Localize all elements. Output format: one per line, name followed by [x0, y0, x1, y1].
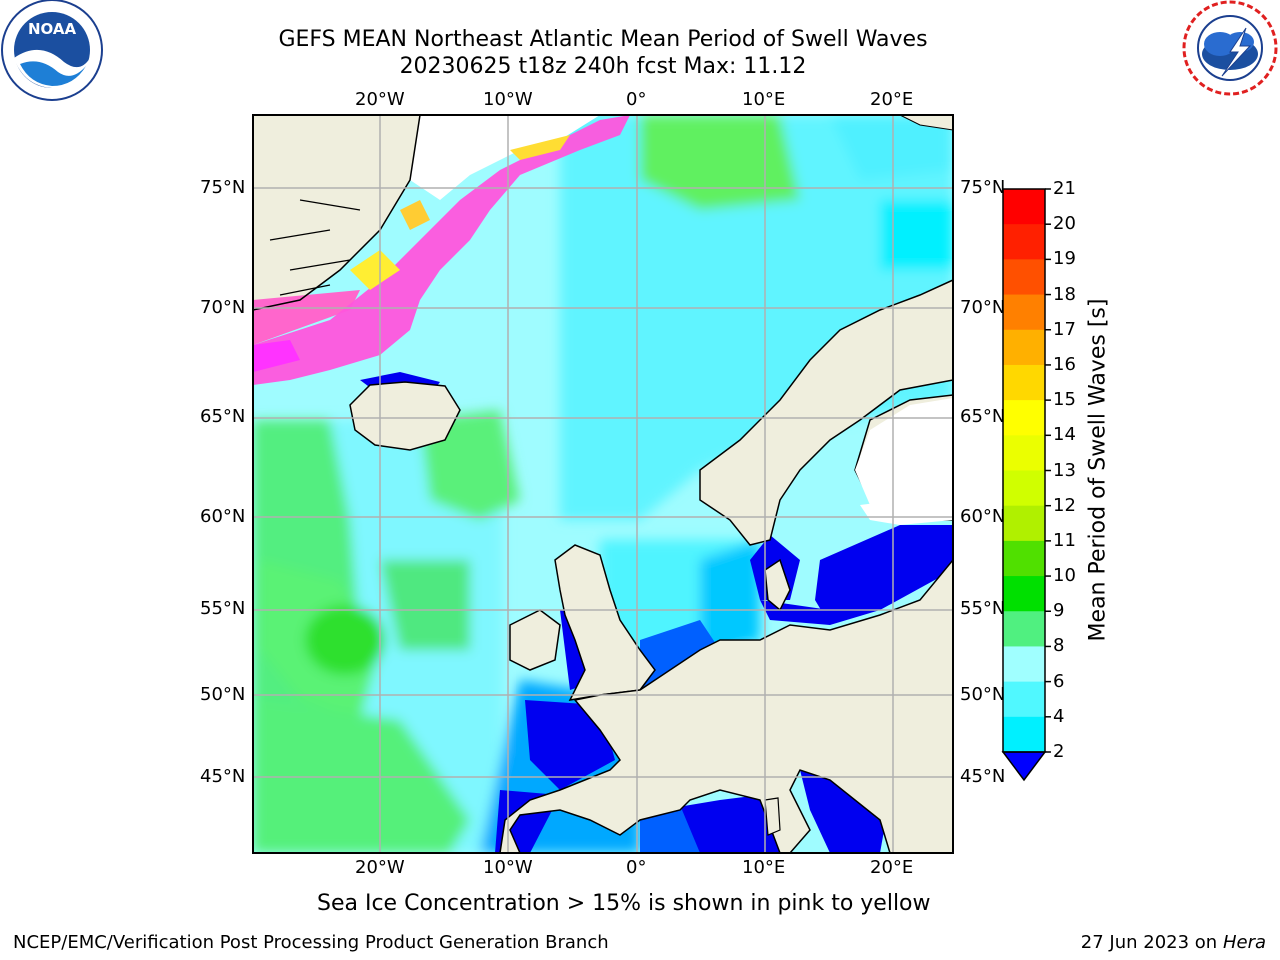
lat-tick-left: 50°N [200, 684, 246, 705]
footer-date: 27 Jun 2023 on Hera [1081, 932, 1266, 953]
colorbar-segment [1003, 435, 1045, 471]
lon-tick-bottom: 10°E [742, 857, 786, 878]
lon-tick-bottom: 10°W [483, 857, 533, 878]
colorbar-tick-label: 20 [1053, 213, 1076, 235]
lat-tick-left: 70°N [200, 297, 246, 318]
footer-machine: Hera [1222, 932, 1266, 953]
colorbar-tick-label: 12 [1053, 494, 1076, 516]
lat-tick-left: 45°N [200, 766, 246, 787]
colorbar-segment [1003, 646, 1045, 683]
colorbar-tick-label: 10 [1053, 565, 1076, 587]
noaa-logo-text: NOAA [28, 20, 77, 38]
colorbar-segment [1003, 576, 1045, 612]
colorbar [1003, 189, 1045, 753]
colorbar-segment [1003, 716, 1045, 753]
map-subtitle: 20230625 t18z 240h fcst Max: 11.12 [399, 54, 807, 79]
colorbar-tick-label: 4 [1053, 705, 1065, 727]
colorbar-tick-label: 2 [1053, 741, 1065, 762]
colorbar-segment [1003, 611, 1045, 647]
colorbar-tick-label: 17 [1053, 318, 1076, 340]
noaa-logo-icon: NOAA [1, 0, 103, 101]
lat-tick-right: 45°N [960, 766, 1006, 787]
lat-tick-left: 60°N [200, 506, 246, 527]
colorbar-tick-label: 13 [1053, 459, 1076, 481]
colorbar-segment [1003, 294, 1045, 331]
colorbar-tick-label: 21 [1053, 178, 1076, 199]
colorbar-segment [1003, 329, 1045, 366]
lat-tick-right: 50°N [960, 684, 1006, 705]
lat-tick-right: 70°N [960, 297, 1006, 318]
lon-tick-top: 20°E [870, 89, 914, 110]
lon-tick-top: 10°W [483, 89, 533, 110]
colorbar-tick-label: 15 [1053, 389, 1076, 411]
colorbar-tick-label: 18 [1053, 283, 1076, 305]
colorbar-tick-label: 14 [1053, 424, 1076, 446]
map-grid [253, 115, 953, 853]
colorbar-tick-label: 9 [1053, 600, 1065, 622]
lat-tick-left: 65°N [200, 406, 246, 427]
lat-tick-right: 55°N [960, 598, 1006, 619]
colorbar-tick-label: 11 [1053, 529, 1076, 551]
lat-tick-left: 75°N [200, 177, 246, 198]
colorbar-tick-label: 6 [1053, 670, 1065, 692]
colorbar-tick-label: 19 [1053, 248, 1076, 270]
colorbar-segment [1003, 189, 1045, 225]
lon-tick-bottom: 20°E [870, 857, 914, 878]
colorbar-title: Mean Period of Swell Waves [s] [1085, 298, 1111, 642]
colorbar-segment [1003, 400, 1045, 436]
lon-tick-top: 20°W [355, 89, 405, 110]
lat-tick-left: 55°N [200, 598, 246, 619]
colorbar-segment [1003, 224, 1045, 260]
colorbar-extend-arrow [1001, 751, 1047, 782]
colorbar-segment [1003, 364, 1045, 401]
colorbar-segment [1003, 505, 1045, 542]
nws-logo-icon [1182, 0, 1278, 96]
colorbar-tick-label: 8 [1053, 635, 1065, 657]
colorbar-segment [1003, 681, 1045, 718]
lon-tick-bottom: 0° [626, 857, 647, 878]
footer-credit: NCEP/EMC/Verification Post Processing Pr… [13, 932, 609, 953]
colorbar-segment [1003, 259, 1045, 296]
lat-tick-right: 65°N [960, 406, 1006, 427]
colorbar-segment [1003, 540, 1045, 577]
map-title: GEFS MEAN Northeast Atlantic Mean Period… [278, 27, 928, 52]
sea-ice-caption: Sea Ice Concentration > 15% is shown in … [317, 891, 931, 916]
footer-date-text: 27 Jun 2023 on [1080, 932, 1218, 953]
lat-tick-right: 75°N [960, 177, 1006, 198]
lon-tick-top: 10°E [742, 89, 786, 110]
colorbar-segment [1003, 470, 1045, 507]
lat-tick-right: 60°N [960, 506, 1006, 527]
lon-tick-top: 0° [626, 89, 647, 110]
colorbar-tick-label: 16 [1053, 353, 1076, 375]
lon-tick-bottom: 20°W [355, 857, 405, 878]
map-frame [252, 114, 954, 854]
